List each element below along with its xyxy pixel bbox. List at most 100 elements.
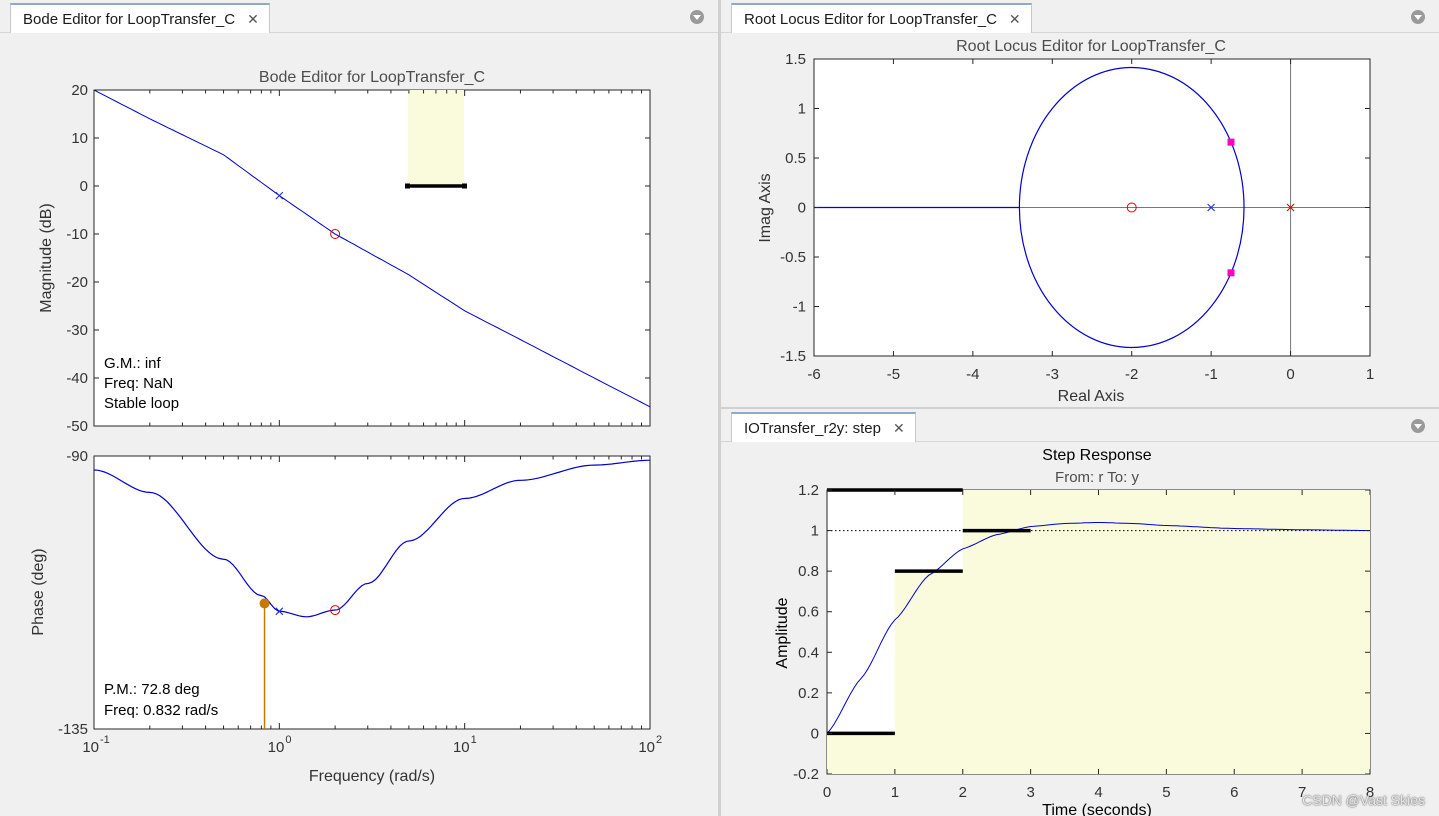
gm-freq-text: Freq: NaN	[104, 375, 173, 392]
step-response-chart[interactable]: Step Response From: r To: y 0 1 2 3 4 5 6 7 8 1.2…	[721, 443, 1439, 816]
rl-x-tick-label: -2	[1125, 366, 1138, 383]
rl-y-tick-label: -1.5	[780, 348, 806, 365]
step-y-tick-label: 0.4	[798, 644, 819, 661]
bode-chart[interactable]: Bode Editor for LoopTransfer_C 20100-10-…	[0, 34, 718, 816]
step-x-tick-label: 8	[1366, 784, 1374, 801]
closed-loop-pole-icon	[1227, 138, 1235, 146]
rl-x-tick-label: -4	[966, 366, 979, 383]
rl-x-tick-label: -5	[887, 366, 900, 383]
stability-text: Stable loop	[104, 395, 179, 412]
closed-loop-pole-icon	[1227, 269, 1235, 277]
rl-y-tick-label: 0.5	[785, 150, 806, 167]
freq-tick-label: 10	[453, 739, 470, 756]
phase-ylabel: Phase (deg)	[30, 548, 47, 635]
step-y-tick-label: 0.6	[798, 604, 819, 621]
step-y-tick-label: -0.2	[793, 766, 819, 783]
rl-xlabel: Real Axis	[1058, 388, 1125, 405]
pm-freq-text: Freq: 0.832 rad/s	[104, 702, 218, 719]
step-x-tick-label: 6	[1230, 784, 1238, 801]
pm-text: P.M.: 72.8 deg	[104, 681, 200, 698]
pole-marker-icon	[275, 191, 284, 200]
freq-tick-exponent: 2	[656, 734, 662, 746]
panel-menu-icon[interactable]	[690, 10, 704, 24]
gm-text: G.M.: inf	[104, 355, 162, 372]
pole-marker-icon	[275, 607, 284, 616]
rl-tabstrip: Root Locus Editor for LoopTransfer_C ✕	[721, 0, 1439, 33]
step-y-tick-label: 0.2	[798, 685, 819, 702]
close-icon[interactable]: ✕	[247, 10, 259, 27]
step-x-tick-label: 5	[1162, 784, 1170, 801]
mag-tick-label: -50	[66, 418, 88, 435]
step-x-tick-label: 2	[959, 784, 967, 801]
magnitude-ylabel: Magnitude (dB)	[38, 203, 55, 312]
rl-x-tick-label: -3	[1046, 366, 1059, 383]
magnitude-curve[interactable]	[93, 89, 651, 408]
constraint-handle-left[interactable]	[405, 183, 410, 189]
mag-tick-label: 10	[71, 130, 88, 147]
step-tabstrip: IOTransfer_r2y: step ✕	[721, 409, 1439, 442]
rl-y-tick-label: 1.5	[785, 51, 806, 68]
magnitude-constraint-region[interactable]	[408, 90, 464, 186]
step-x-tick-label: 3	[1026, 784, 1034, 801]
tab-step-label: IOTransfer_r2y: step	[744, 419, 881, 437]
pole-marker-icon	[1286, 203, 1295, 212]
mag-tick-label: 20	[71, 82, 88, 99]
tab-root-locus-editor[interactable]: Root Locus Editor for LoopTransfer_C ✕	[731, 3, 1032, 33]
step-constraint-region	[827, 733, 895, 774]
bode-plot-area: Bode Editor for LoopTransfer_C 20 10 0 -10-…	[0, 34, 718, 816]
rl-ylabel: Imag Axis	[757, 173, 774, 242]
watermark: CSDN @Vast Skies	[1302, 792, 1425, 808]
step-response-panel: IOTransfer_r2y: step ✕ Step Response Fro…	[721, 409, 1439, 816]
rl-y-tick-label: -1	[793, 299, 806, 316]
step-y-tick-label: 0.8	[798, 563, 819, 580]
freq-tick-exponent: 0	[285, 734, 291, 746]
root-locus-panel: Root Locus Editor for LoopTransfer_C ✕ R…	[721, 0, 1439, 407]
step-x-tick-label: 7	[1298, 784, 1306, 801]
mag-tick-label: -30	[66, 322, 88, 339]
step-constraint-region	[894, 571, 963, 774]
bode-title: Bode Editor for LoopTransfer_C	[259, 69, 485, 86]
pm-marker-icon	[259, 598, 270, 609]
zero-marker-icon	[330, 605, 341, 616]
step-x-tick-label: 1	[891, 784, 899, 801]
rl-x-tick-label: -1	[1204, 366, 1217, 383]
magnitude-axes[interactable]: 20 10 0 -10 -20 -30 -40 -50 G.M.: inf Freq: NaN…	[66, 82, 651, 435]
rl-plot-area: Root Locus Editor for LoopTransfer_C -6-…	[721, 34, 1439, 407]
phase-tick-label: -135	[58, 721, 88, 738]
horizontal-splitter[interactable]	[721, 407, 1439, 409]
rl-y-tick-label: 0	[798, 200, 806, 217]
rl-x-tick-label: 1	[1366, 366, 1374, 383]
step-y-tick-label: 0	[811, 725, 819, 742]
panel-menu-icon[interactable]	[1411, 419, 1425, 433]
zero-marker-icon	[1126, 202, 1137, 213]
step-xlabel: Time (seconds)	[1042, 802, 1152, 816]
step-title: Step Response	[1042, 447, 1152, 464]
mag-tick-label: 0	[80, 178, 88, 195]
phase-axes[interactable]: -90 -135 P.M.: 72.8 deg Freq: 0.832 rad/s	[58, 448, 651, 738]
tab-step-response[interactable]: IOTransfer_r2y: step ✕	[731, 412, 916, 442]
freq-tick-exponent: -1	[100, 734, 110, 746]
close-icon[interactable]: ✕	[893, 419, 905, 436]
step-x-tick-label: 4	[1094, 784, 1102, 801]
freq-tick-label: 10	[268, 739, 285, 756]
step-constraint-region	[962, 490, 1370, 774]
rl-x-tick-label: 0	[1286, 366, 1294, 383]
bode-tabstrip: Bode Editor for LoopTransfer_C ✕	[0, 0, 718, 33]
mag-tick-label: -10	[66, 226, 88, 243]
freq-tick-label: 10	[82, 739, 99, 756]
panel-menu-icon[interactable]	[1411, 10, 1425, 24]
step-response-curve	[826, 522, 1371, 734]
tab-root-locus-label: Root Locus Editor for LoopTransfer_C	[744, 10, 997, 28]
zero-marker-icon	[330, 229, 341, 239]
root-locus-chart[interactable]: Root Locus Editor for LoopTransfer_C -6-…	[721, 34, 1439, 407]
constraint-handle-right[interactable]	[462, 183, 467, 189]
phase-curve[interactable]	[93, 459, 651, 618]
vertical-splitter[interactable]	[718, 0, 721, 816]
close-icon[interactable]: ✕	[1008, 10, 1021, 27]
tab-bode-editor[interactable]: Bode Editor for LoopTransfer_C ✕	[10, 3, 270, 33]
mag-tick-label: -20	[66, 274, 88, 291]
phase-axes-bg	[93, 455, 651, 730]
phase-tick-label: -90	[66, 448, 88, 465]
step-subtitle: From: r To: y	[1055, 469, 1139, 486]
step-y-tick-label: 1	[811, 523, 819, 540]
